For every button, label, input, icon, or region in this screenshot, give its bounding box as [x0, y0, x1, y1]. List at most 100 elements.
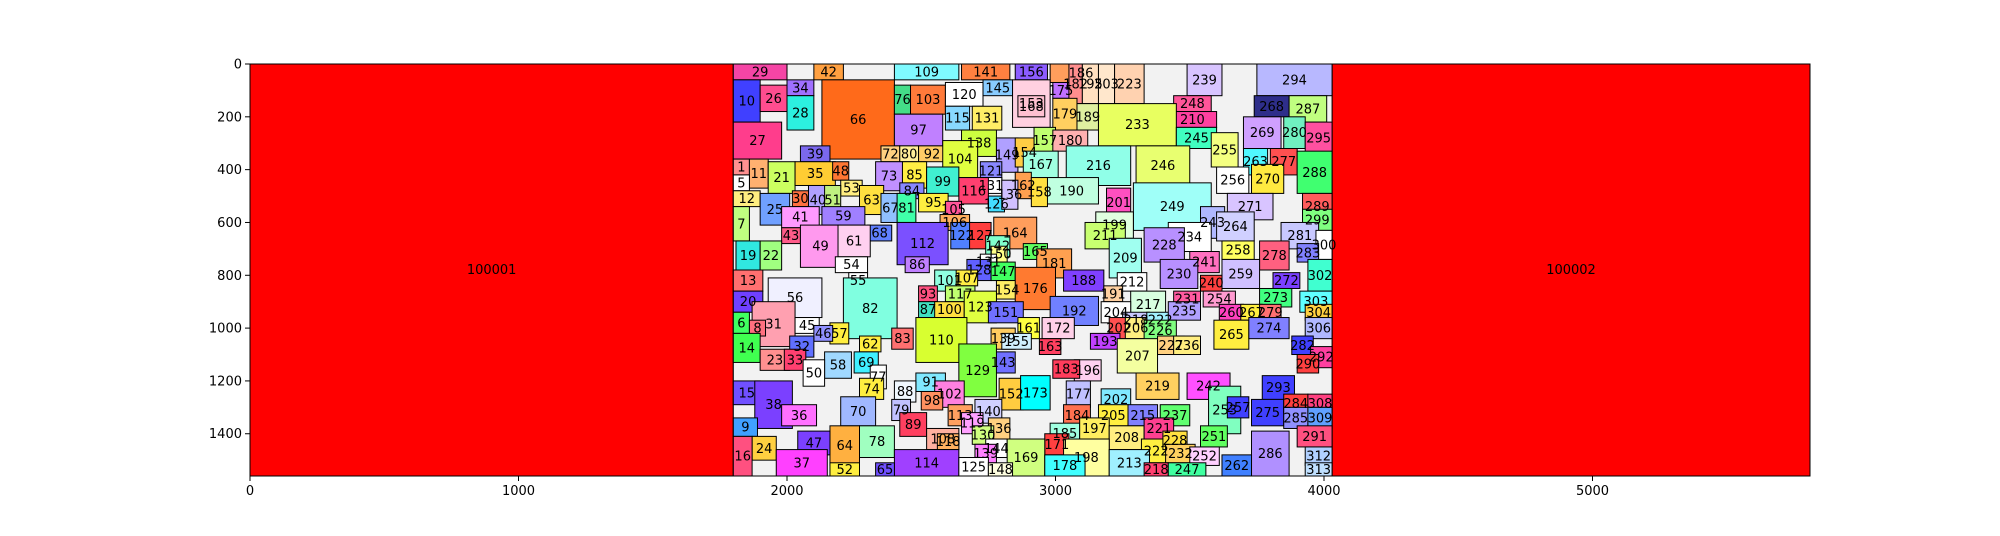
cell-278	[1259, 240, 1290, 271]
y-tick-label: 400	[217, 163, 242, 178]
cell-label: 37	[793, 456, 810, 471]
cell-label: 80	[901, 147, 918, 162]
cell-label: 89	[905, 418, 922, 433]
cell-label: 35	[807, 167, 824, 182]
cell-label: 197	[1082, 422, 1107, 437]
cell-label: 116	[961, 184, 986, 199]
cell-label: 15	[738, 386, 755, 401]
cell-label: 109	[914, 65, 939, 80]
cell-label: 29	[752, 65, 769, 80]
cell-label: 123	[968, 300, 993, 315]
cell-190	[1044, 177, 1099, 205]
cell-label: 182	[1063, 77, 1088, 92]
cell-label: 25	[767, 203, 784, 218]
cell-label: 306	[1306, 322, 1331, 337]
cell-label: 268	[1259, 100, 1284, 115]
cell-label: 82	[862, 302, 879, 317]
cell-168	[1017, 95, 1046, 118]
cell-label: 192	[1062, 304, 1087, 319]
cell-label: 201	[1106, 196, 1131, 211]
cell-label: 154	[995, 283, 1020, 298]
cell-label: 143	[991, 356, 1016, 371]
cell-label: 87	[920, 303, 937, 318]
cell-label: 186	[1069, 67, 1094, 82]
cell-257	[1226, 396, 1250, 419]
cell-label: 210	[1180, 113, 1205, 128]
cell-22	[759, 240, 783, 271]
cell-label: 136	[997, 188, 1022, 203]
cell-label: 141	[973, 65, 998, 80]
cell-label: 215	[1130, 409, 1155, 424]
cell-label: 156	[1019, 65, 1044, 80]
cell-label: 76	[894, 93, 911, 108]
cell-14	[732, 332, 761, 363]
x-tick-label: 1000	[502, 484, 535, 499]
cell-label: 164	[1003, 227, 1028, 242]
axes-frame	[249, 63, 1811, 477]
cell-label: 145	[985, 81, 1010, 96]
cell-label: 198	[1074, 451, 1099, 466]
cell-label: 51	[824, 194, 841, 209]
cell-label: 42	[820, 65, 837, 80]
cell-label: 183	[1054, 363, 1079, 378]
cell-label: 79	[893, 403, 910, 418]
cell-label: 168	[1019, 100, 1044, 115]
cell-label: 129	[965, 364, 990, 379]
cell-233	[1097, 103, 1177, 147]
cell-label: 61	[846, 234, 863, 249]
cell-label: 149	[995, 149, 1020, 164]
cell-label: 221	[1146, 422, 1171, 437]
cell-label: 257	[1226, 401, 1251, 416]
cell-label: 265	[1219, 328, 1244, 343]
cell-label: 169	[1014, 451, 1039, 466]
cell-151	[987, 301, 1024, 324]
region-label: 100002	[1546, 263, 1596, 278]
cell-label: 177	[1066, 388, 1091, 403]
cell-label: 107	[954, 271, 979, 286]
cell-label: 275	[1255, 406, 1280, 421]
cell-label: 249	[1160, 200, 1185, 215]
cell-label: 219	[1145, 380, 1170, 395]
cell-label: 66	[850, 113, 867, 128]
cell-152	[998, 377, 1024, 411]
y-tick-label: 200	[217, 110, 242, 125]
cell-label: 188	[1071, 274, 1096, 289]
cell-label: 43	[783, 229, 800, 244]
cell-label: 68	[871, 227, 888, 242]
cell-label: 92	[924, 147, 941, 162]
cell-label: 217	[1136, 298, 1161, 313]
x-tick-label: 4000	[1307, 484, 1340, 499]
cell-label: 36	[791, 409, 808, 424]
cell-136	[1001, 179, 1019, 210]
cell-label: 118	[936, 435, 961, 450]
cell-label: 155	[1004, 335, 1029, 350]
cell-label: 131	[976, 256, 1001, 271]
cell-103	[910, 84, 946, 115]
cell-label: 120	[952, 88, 977, 103]
cell-label: 130	[971, 429, 996, 444]
cell-label: 63	[863, 194, 880, 209]
cell-label: 139	[991, 332, 1016, 347]
cell-label: 74	[863, 382, 880, 397]
cell-label: 189	[1075, 110, 1100, 125]
axes: 0 1000 2000 3000 4000 50000200400600800100012…	[209, 58, 1811, 499]
cell-label: 228	[1163, 434, 1188, 449]
cell-label: 38	[765, 398, 782, 413]
y-tick-label: 0	[234, 58, 242, 73]
cell-label: 20	[740, 295, 757, 310]
cell-97	[893, 113, 944, 147]
cell-58	[824, 351, 852, 379]
cell-label: 285	[1283, 411, 1308, 426]
x-tick-label: 5000	[1576, 484, 1609, 499]
cell-label: 267	[1239, 306, 1264, 321]
cell-label: 28	[792, 106, 809, 121]
cell-label: 252	[1192, 450, 1217, 465]
cell-label: 269	[1250, 126, 1275, 141]
cell-label: 286	[1258, 447, 1283, 462]
cell-label: 304	[1306, 306, 1331, 321]
cell-label: 52	[836, 463, 853, 478]
cell-label: 176	[1023, 282, 1048, 297]
cell-label: 127	[968, 229, 993, 244]
cell-label: 54	[843, 258, 860, 273]
